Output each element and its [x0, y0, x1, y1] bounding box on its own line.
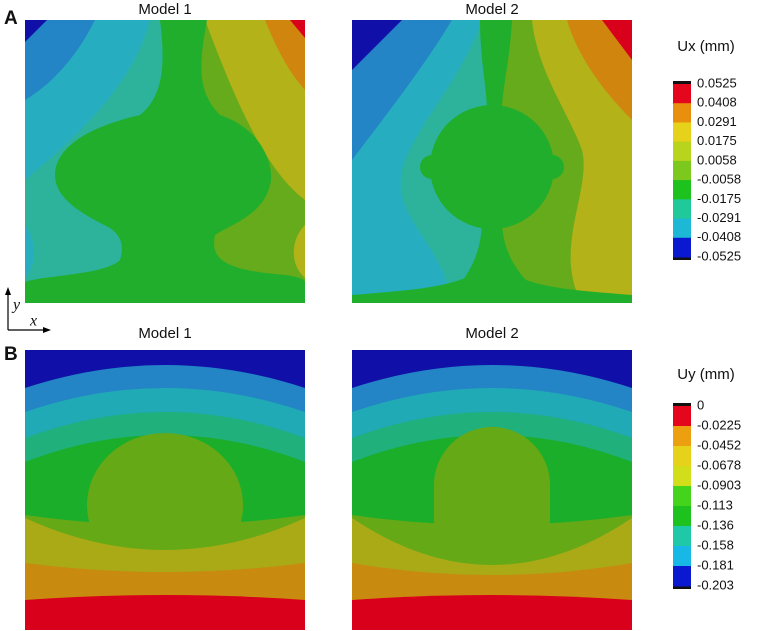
colorbar-label: -0.158 — [697, 537, 734, 552]
subplot-title: Model 1 — [138, 325, 191, 342]
contour-plot — [25, 350, 305, 630]
colorbar-label: -0.203 — [697, 577, 734, 592]
colorbar-segment — [673, 199, 691, 220]
colorbar-label: -0.0175 — [697, 191, 741, 206]
colorbar-label: -0.0408 — [697, 229, 741, 244]
colorbar-label: 0.0058 — [697, 152, 737, 167]
colorbar-label: -0.0678 — [697, 457, 741, 472]
colorbar-segment — [673, 506, 691, 527]
colorbar-segment — [673, 426, 691, 447]
colorbar-segment — [673, 486, 691, 507]
colorbar-segment — [673, 526, 691, 547]
colorbar-segment — [673, 466, 691, 487]
colorbar-segment — [673, 84, 691, 104]
colorbar-label: -0.0225 — [697, 417, 741, 432]
subplot-title: Model 2 — [465, 325, 518, 342]
colorbar-cap — [673, 257, 691, 260]
colorbar-label: -0.113 — [697, 497, 733, 512]
colorbar-segment — [673, 566, 691, 587]
colorbar-label: 0.0291 — [697, 114, 737, 129]
colorbar-label: 0.0525 — [697, 75, 737, 90]
colorbar-label: -0.0452 — [697, 437, 741, 452]
colorbar-label: -0.0525 — [697, 248, 741, 263]
colorbar-label: -0.0058 — [697, 172, 741, 187]
subplot-title: Model 2 — [465, 1, 518, 18]
contour-band — [434, 427, 550, 558]
axis-label: y — [11, 297, 21, 314]
colorbar-label: 0 — [697, 397, 704, 412]
colorbar-segment — [673, 122, 691, 143]
colorbar-cap — [673, 586, 691, 589]
contour-band — [352, 595, 632, 630]
panel-letter: B — [4, 344, 18, 365]
contour-band — [25, 595, 305, 630]
panel-letter: A — [4, 8, 18, 29]
colorbar-segment — [673, 160, 691, 181]
subplot-title: Model 1 — [138, 1, 191, 18]
colorbar-segment — [673, 546, 691, 567]
axis-triad: y x — [5, 287, 51, 333]
contour-plot — [352, 20, 632, 303]
contour-plot — [25, 20, 305, 303]
colorbar-label: 0.0408 — [697, 95, 737, 110]
colorbar-segment — [673, 141, 691, 162]
colorbar-segment — [673, 180, 691, 200]
axis-label: x — [29, 313, 37, 330]
colorbar-cap — [673, 81, 691, 84]
colorbar-label: -0.0291 — [697, 210, 741, 225]
colorbar-label: -0.0903 — [697, 477, 741, 492]
colorbar-segment — [673, 406, 691, 427]
colorbar-label: -0.181 — [697, 557, 734, 572]
colorbar-label: -0.136 — [697, 517, 734, 532]
colorbar-title: Ux (mm) — [677, 38, 734, 55]
colorbar-segment — [673, 103, 691, 123]
colorbar-segment — [673, 218, 691, 239]
colorbar-title: Uy (mm) — [677, 366, 734, 383]
colorbar-cap — [673, 403, 691, 406]
contour-band — [87, 433, 243, 577]
contour-plot — [352, 350, 632, 630]
colorbar-segment — [673, 237, 691, 258]
colorbar-segment — [673, 446, 691, 467]
colorbar-label: 0.0175 — [697, 133, 737, 148]
